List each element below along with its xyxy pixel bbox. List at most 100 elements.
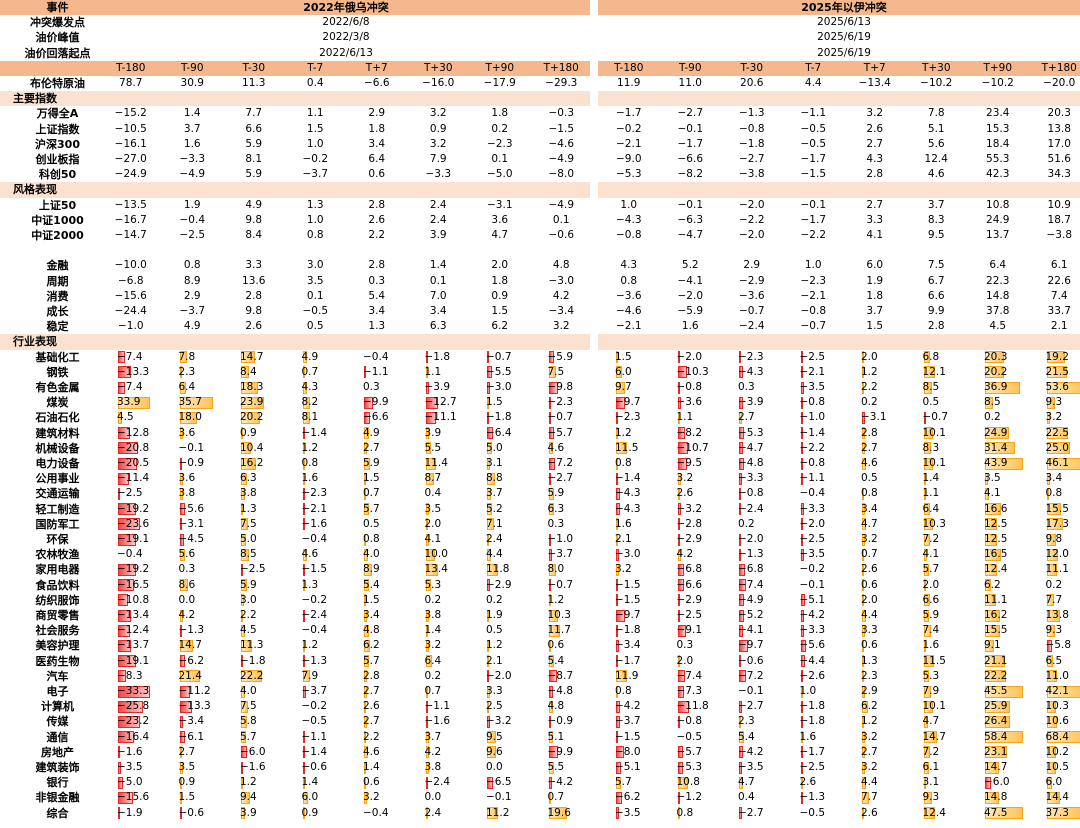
value-bar <box>487 396 489 409</box>
value-bar <box>800 670 803 683</box>
value-bar <box>1046 503 1062 516</box>
value-bar <box>923 715 928 728</box>
value-bar <box>739 427 745 440</box>
value-bar <box>616 731 618 744</box>
value-bar <box>118 563 137 576</box>
row-label: 计算机 <box>41 700 74 714</box>
value-bar <box>487 807 498 820</box>
data-row: 沪深300 −16.1 1.6 5.9 1.0 3.4 3.2 −2.3 −4.6 −2.1 −1.… <box>0 137 1080 152</box>
value-cell: 22.5 <box>1045 426 1069 439</box>
value-cell: 6.2 <box>984 578 1001 591</box>
value-bar <box>985 548 1001 561</box>
value-cell: 0.2 <box>738 517 755 530</box>
value-bar <box>241 442 251 455</box>
value-bar <box>548 351 555 364</box>
value-cell: 33.9 <box>117 396 141 409</box>
value-cell: 2.8 <box>368 198 386 211</box>
value-cell: 11.7 <box>547 624 571 637</box>
value-cell: −4.3 <box>738 365 764 378</box>
value-cell: −8.3 <box>117 669 143 682</box>
value-cell: −0.5 <box>800 122 827 135</box>
value-bar <box>118 700 143 713</box>
value-bar <box>179 670 200 683</box>
column-divider <box>594 0 598 828</box>
value-bar <box>241 351 255 364</box>
value-cell: 0.7 <box>363 487 380 500</box>
value-cell: 3.2 <box>861 730 878 743</box>
value-cell: −1.8 <box>424 350 451 363</box>
value-cell: 4.1 <box>984 487 1001 500</box>
value-cell: 2.1 <box>486 654 503 667</box>
value-bar <box>862 427 865 440</box>
value-cell: 5.5 <box>424 441 442 454</box>
value-bar <box>118 685 150 698</box>
industry-row: 机械设备 −20.8 −0.1 10.4 1.2 2.7 5.5 5.0 4.6 11.5 −10.… <box>0 441 1080 456</box>
value-cell: −7.4 <box>117 350 143 363</box>
value-cell: −2.3 <box>301 487 328 500</box>
data-row: 消费 −15.6 2.9 2.8 0.1 5.4 7.0 0.9 4.2 −3.6 −2.0 −3.6… <box>0 289 1080 304</box>
value-cell: −8.2 <box>676 426 703 439</box>
value-cell: −10.5 <box>114 122 147 135</box>
value-cell: −6.8 <box>738 563 764 576</box>
value-cell: 0.1 <box>429 274 447 287</box>
value-cell: −9.0 <box>616 153 642 165</box>
value-bar <box>487 442 492 455</box>
value-cell: 6.1 <box>1050 259 1068 272</box>
value-bar <box>118 594 129 607</box>
event1-date: 2022/3/8 <box>322 31 370 44</box>
value-bar <box>677 472 681 485</box>
value-cell: −1.6 <box>240 761 266 773</box>
value-cell: 1.6 <box>922 639 940 652</box>
value-cell: −3.7 <box>179 305 206 317</box>
value-cell: −0.2 <box>301 593 328 606</box>
value-cell: 7.8 <box>927 107 945 120</box>
value-bar <box>616 715 620 728</box>
value-bar <box>364 579 370 592</box>
value-cell: 7.4 <box>1050 289 1068 302</box>
value-cell: 7.5 <box>927 259 945 272</box>
value-cell: −3.5 <box>799 548 826 561</box>
value-cell: −0.8 <box>799 396 826 409</box>
value-cell: 3.2 <box>424 639 442 652</box>
value-cell: −3.2 <box>676 502 703 515</box>
industry-row: 电力设备 −20.5 −0.9 16.2 0.8 5.9 11.4 3.1 −7.2 0.8 −9.… <box>0 456 1080 471</box>
value-bar <box>677 411 680 424</box>
value-bar <box>677 366 688 379</box>
value-bar <box>616 533 618 546</box>
value-cell: −11.8 <box>676 700 709 713</box>
value-cell: 2.4 <box>424 806 442 819</box>
value-bar <box>800 715 803 728</box>
value-cell: −3.8 <box>1046 229 1073 241</box>
value-cell: 8.9 <box>363 563 380 576</box>
value-cell: −23.6 <box>117 517 150 530</box>
value-bar <box>364 396 374 409</box>
value-cell: 3.3 <box>486 685 503 697</box>
row-label: 建筑装饰 <box>35 761 80 774</box>
value-bar <box>425 731 429 744</box>
period-label: T+180 <box>1041 61 1077 74</box>
value-cell: 3.2 <box>615 563 632 576</box>
value-bar <box>616 351 618 364</box>
value-cell: −2.9 <box>739 274 765 287</box>
value-cell: 18.3 <box>240 381 264 393</box>
value-bar <box>923 579 926 592</box>
value-bar <box>302 685 306 698</box>
value-cell: −3.6 <box>739 289 765 302</box>
value-bar <box>616 366 622 379</box>
value-cell: 15.5 <box>984 624 1008 637</box>
value-bar <box>616 624 618 637</box>
value-cell: 3.2 <box>861 761 878 773</box>
value-cell: −6.8 <box>676 563 703 576</box>
value-bar <box>548 791 551 804</box>
value-cell: −3.2 <box>486 715 512 728</box>
value-bar <box>985 579 991 592</box>
value-cell: −9.7 <box>615 609 641 621</box>
row-label: 上证指数 <box>35 122 80 136</box>
value-cell: 11.5 <box>922 654 946 667</box>
value-bar <box>677 487 680 500</box>
value-cell: 37.3 <box>1045 806 1069 819</box>
value-cell: −1.3 <box>739 107 765 120</box>
value-cell: 1.5 <box>363 593 380 606</box>
value-cell: −2.2 <box>800 229 827 241</box>
value-cell: 3.7 <box>183 122 201 135</box>
